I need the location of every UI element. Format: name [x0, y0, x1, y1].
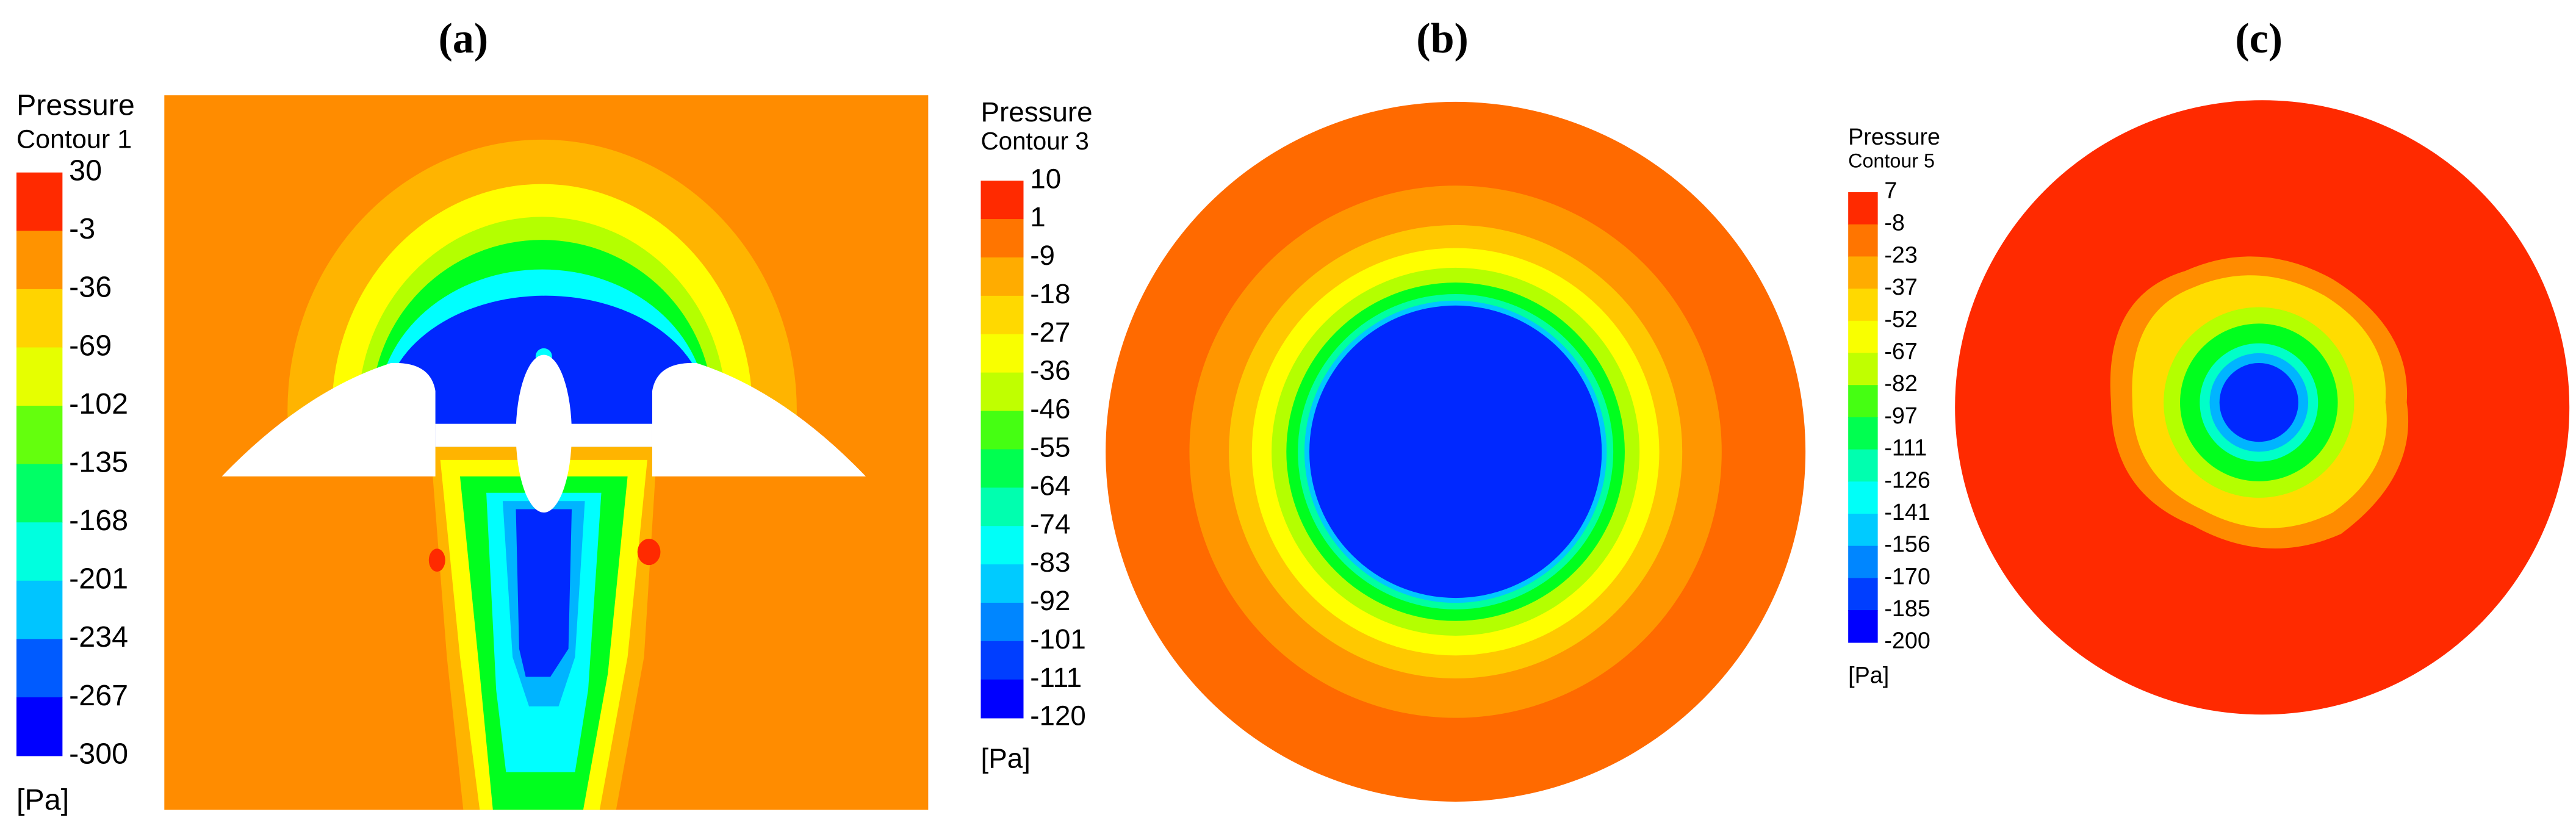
legend-level: -74	[1030, 508, 1070, 539]
legend-level: -69	[69, 329, 112, 362]
panel-label: (a)	[439, 15, 489, 62]
legend-level: -168	[69, 504, 128, 537]
legend-level: -23	[1884, 242, 1917, 267]
legend-level: -135	[69, 445, 128, 478]
color-segment	[1848, 320, 1878, 354]
legend-level: -170	[1884, 563, 1930, 589]
color-segment	[980, 257, 1024, 297]
contour-a	[164, 95, 929, 810]
legend-level: 7	[1884, 178, 1897, 203]
color-segment	[980, 181, 1024, 220]
legend-subtitle: Contour 3	[980, 127, 1088, 155]
color-segment	[1848, 192, 1878, 225]
color-segment	[1848, 481, 1878, 514]
legend-level: -67	[1884, 338, 1917, 364]
legend-level: -3	[69, 212, 95, 245]
legend-level: -97	[1884, 403, 1917, 428]
color-segment	[1848, 385, 1878, 418]
legend-level: -8	[1884, 210, 1905, 235]
contour-c	[1955, 100, 2570, 715]
color-segment	[1848, 578, 1878, 611]
color-segment	[16, 639, 63, 698]
legend-level: -201	[69, 563, 128, 595]
color-segment	[16, 464, 63, 523]
color-segment	[980, 449, 1024, 489]
legend-subtitle: Contour 5	[1848, 150, 1935, 172]
color-segment	[16, 406, 63, 465]
legend-unit: [Pa]	[16, 783, 69, 816]
legend-level: -111	[1884, 435, 1927, 461]
legend-level: -64	[1030, 470, 1070, 501]
legend-level: -52	[1884, 306, 1917, 332]
contour-b	[1106, 101, 1806, 802]
color-segment	[980, 295, 1024, 335]
legend-level: -126	[1884, 467, 1930, 492]
legend-level: -200	[1884, 628, 1930, 653]
color-segment	[980, 411, 1024, 450]
panel-label: (b)	[1416, 15, 1469, 62]
legend-level: -102	[69, 387, 128, 420]
legend-level: -101	[1030, 624, 1086, 655]
legend-level: -46	[1030, 394, 1070, 425]
color-segment	[1848, 513, 1878, 547]
color-segment	[980, 487, 1024, 527]
color-segment	[16, 697, 63, 757]
legend-level: -83	[1030, 547, 1070, 578]
legend-level: -267	[69, 679, 128, 712]
legend-level: 10	[1030, 163, 1061, 194]
legend-title: Pressure	[16, 88, 135, 121]
color-segment	[16, 172, 63, 232]
color-segment	[980, 602, 1024, 642]
legend-level: -36	[69, 271, 112, 304]
legend-level: -92	[1030, 585, 1070, 616]
color-segment	[980, 372, 1024, 412]
color-segment	[980, 526, 1024, 565]
legend-level: -37	[1884, 274, 1917, 300]
legend-title: Pressure	[1848, 124, 1940, 149]
color-segment	[1848, 353, 1878, 386]
legend-unit: [Pa]	[1848, 662, 1889, 688]
color-segment	[1848, 449, 1878, 483]
color-segment	[1848, 256, 1878, 289]
legend-level: -18	[1030, 278, 1070, 309]
color-segment	[1848, 417, 1878, 450]
color-segment	[980, 679, 1024, 719]
legend-level: -82	[1884, 370, 1917, 396]
color-segment	[980, 334, 1024, 373]
legend-level: -120	[1030, 700, 1086, 732]
legend-level: -111	[1030, 662, 1082, 693]
legend-level: -9	[1030, 240, 1055, 271]
color-segment	[1848, 224, 1878, 257]
color-segment	[16, 347, 63, 406]
legend-level: -141	[1884, 499, 1930, 525]
color-segment	[1848, 545, 1878, 579]
color-segment	[16, 289, 63, 348]
color-segment	[980, 219, 1024, 258]
color-segment	[16, 522, 63, 581]
legend-level: -27	[1030, 317, 1070, 348]
color-segment	[980, 641, 1024, 680]
color-segment	[16, 231, 63, 290]
legend-title: Pressure	[980, 96, 1092, 128]
legend-unit: [Pa]	[980, 743, 1030, 774]
color-segment	[980, 564, 1024, 603]
legend-level: -55	[1030, 432, 1070, 463]
legend-subtitle: Contour 1	[16, 124, 132, 154]
legend-level: 30	[69, 154, 102, 187]
color-segment	[1848, 289, 1878, 322]
legend-level: 1	[1030, 201, 1045, 232]
legend-level: -156	[1884, 531, 1930, 557]
color-segment	[16, 580, 63, 640]
legend-level: -185	[1884, 595, 1930, 621]
legend-level: -300	[69, 737, 128, 770]
legend-level: -36	[1030, 355, 1070, 386]
color-segment	[1848, 610, 1878, 643]
legend-level: -234	[69, 620, 128, 653]
panel-label: (c)	[2235, 15, 2283, 62]
